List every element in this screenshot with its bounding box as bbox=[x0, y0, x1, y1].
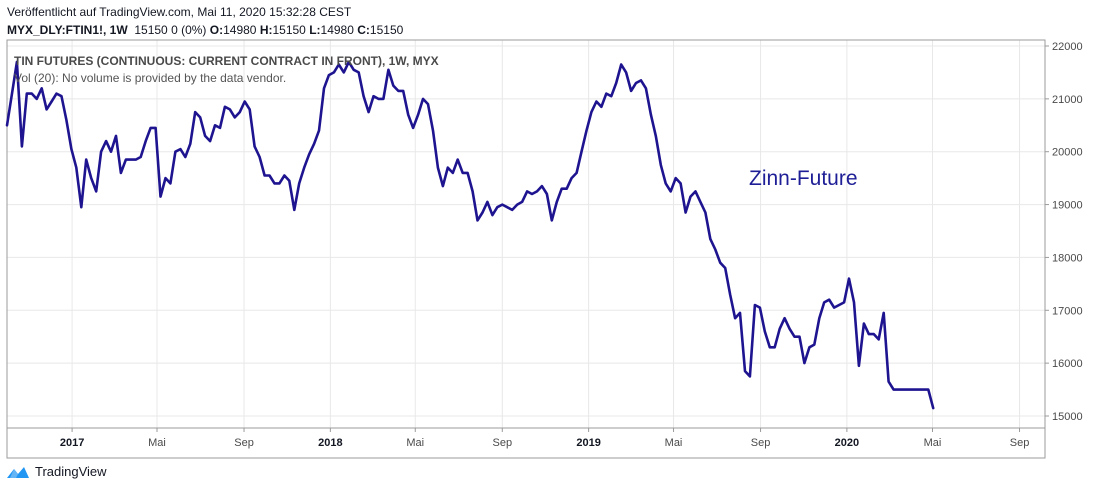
high-label: H: bbox=[259, 23, 273, 37]
x-tick-label: Mai bbox=[406, 437, 424, 449]
x-tick-label: Mai bbox=[665, 437, 683, 449]
x-tick-label: Sep bbox=[1010, 437, 1030, 449]
x-tick-label: Mai bbox=[148, 437, 166, 449]
y-tick-label: 21000 bbox=[1052, 94, 1083, 106]
close-label: C: bbox=[357, 23, 370, 37]
x-tick-label: Sep bbox=[493, 437, 513, 449]
high-value: 15150 bbox=[272, 23, 306, 37]
y-tick-label: 16000 bbox=[1052, 358, 1083, 370]
y-tick-label: 17000 bbox=[1052, 305, 1083, 317]
brand-label: TradingView bbox=[35, 464, 107, 479]
y-tick-label: 22000 bbox=[1052, 41, 1083, 53]
x-tick-label: 2019 bbox=[576, 437, 600, 449]
volume-note: Vol (20): No volume is provided by the d… bbox=[14, 71, 287, 85]
symbol-ohlc-line: MYX_DLY:FTIN1!, 1W 15150 0 (0%) O:14980 … bbox=[7, 23, 403, 37]
y-tick-label: 19000 bbox=[1052, 200, 1083, 212]
x-tick-label: 2018 bbox=[318, 437, 342, 449]
symbol-label: MYX_DLY:FTIN1!, 1W bbox=[7, 23, 128, 37]
x-tick-label: Mai bbox=[924, 437, 942, 449]
x-tick-label: 2020 bbox=[835, 437, 859, 449]
chart-frame bbox=[6, 39, 1046, 459]
x-tick-label: Sep bbox=[751, 437, 771, 449]
close-value: 15150 bbox=[369, 23, 404, 37]
series-title: TIN FUTURES (CONTINUOUS: CURRENT CONTRAC… bbox=[14, 54, 439, 68]
open-label: O: bbox=[209, 23, 224, 37]
tradingview-logo-icon bbox=[7, 466, 29, 478]
footer-brand[interactable]: TradingView bbox=[6, 464, 107, 479]
low-label: L: bbox=[309, 23, 321, 37]
open-value: 14980 bbox=[223, 23, 257, 37]
y-tick-label: 15000 bbox=[1052, 411, 1083, 423]
x-tick-label: Sep bbox=[234, 437, 254, 449]
low-value: 14980 bbox=[320, 23, 354, 37]
x-tick-label: 2017 bbox=[60, 437, 84, 449]
y-tick-label: 20000 bbox=[1052, 147, 1083, 159]
published-caption: Veröffentlicht auf TradingView.com, Mai … bbox=[7, 5, 352, 19]
series-line bbox=[5, 60, 935, 410]
chart-annotation: Zinn-Future bbox=[749, 167, 858, 190]
y-tick-label: 18000 bbox=[1052, 252, 1083, 264]
price-change: 15150 0 (0%) bbox=[134, 23, 207, 37]
